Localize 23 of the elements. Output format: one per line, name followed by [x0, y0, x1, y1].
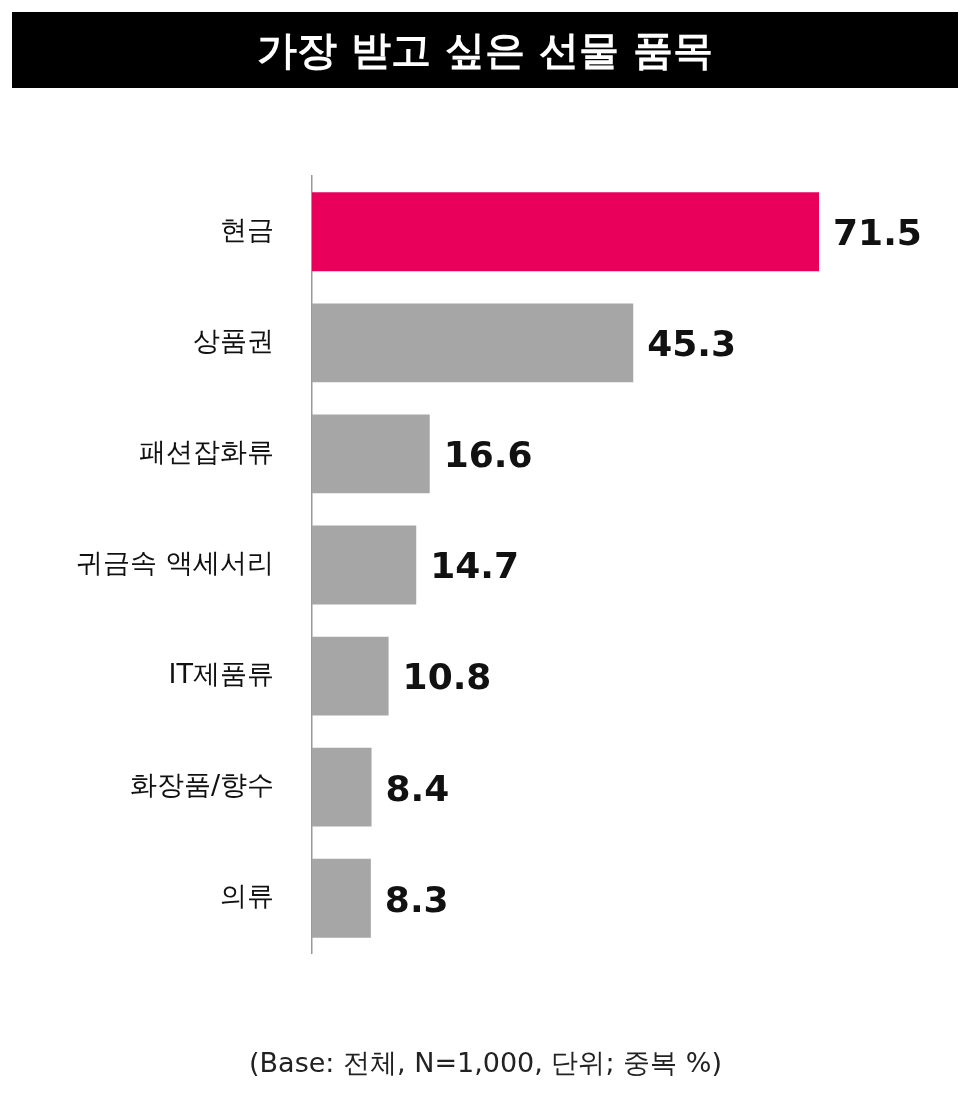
data-label: 10.8: [402, 656, 492, 698]
text: (Base: 전체, N=1,000, 단위; 중복 %): [248, 1046, 723, 1080]
y-tick-label: 의류: [220, 880, 274, 912]
data-label: 71.5: [833, 212, 922, 254]
bar: [312, 525, 417, 605]
chart-title: 가장 받고 싶은 선물 품목: [12, 12, 958, 88]
y-tick-label: 현금: [220, 213, 274, 245]
data-label: 45.3: [647, 323, 737, 365]
bar: [312, 303, 634, 383]
data-label: 8.3: [384, 878, 449, 920]
bar: [312, 414, 430, 494]
data-label: 16.6: [443, 434, 533, 476]
bar: [312, 747, 372, 827]
bar: [312, 858, 371, 938]
y-tick-label: IT제품류: [168, 658, 274, 690]
data-label: 8.4: [385, 767, 450, 809]
bar: [312, 192, 820, 272]
y-tick-label: 귀금속 액세서리: [76, 547, 274, 579]
y-tick-label: 패션잡화류: [139, 435, 274, 467]
y-tick-label: 상품권: [193, 324, 274, 356]
data-label: 14.7: [430, 545, 520, 587]
y-tick-label: 화장품/향수: [129, 769, 274, 801]
bar: [312, 636, 389, 716]
